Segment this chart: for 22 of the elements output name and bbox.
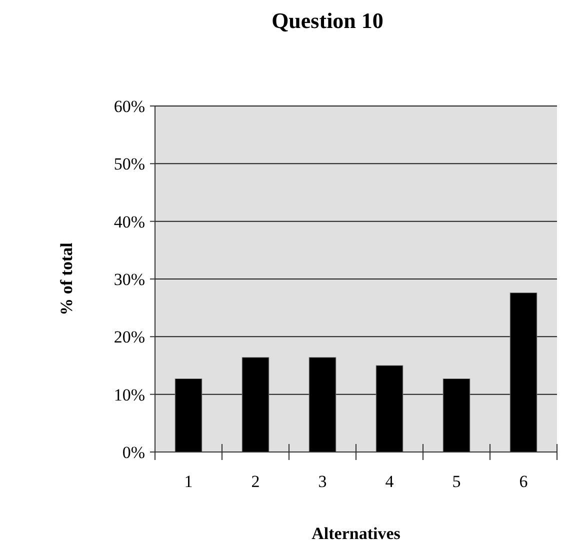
bar (442, 378, 470, 452)
y-tick-label: 50% (114, 154, 145, 174)
bar (510, 292, 538, 452)
y-tick-label: 20% (114, 328, 145, 347)
y-tick-label: 40% (114, 212, 145, 232)
x-tick-label: 5 (452, 472, 461, 491)
y-tick-label: 0% (122, 442, 145, 462)
y-tick-label: 30% (114, 270, 145, 289)
chart-title: Question 10 (272, 8, 384, 33)
y-tick-label: 60% (114, 96, 145, 116)
bar (308, 357, 336, 452)
bar (242, 357, 270, 452)
x-tick-label: 2 (251, 472, 260, 491)
x-tick-label: 1 (184, 472, 193, 491)
y-axis-title: % of total (57, 242, 76, 316)
x-tick-label: 4 (385, 472, 394, 491)
x-tick-label: 3 (318, 472, 327, 491)
bar (174, 378, 202, 452)
x-axis-title: Alternatives (312, 524, 401, 543)
x-tick-label: 6 (519, 472, 528, 491)
y-tick-label: 10% (114, 385, 145, 404)
bar (376, 365, 404, 452)
